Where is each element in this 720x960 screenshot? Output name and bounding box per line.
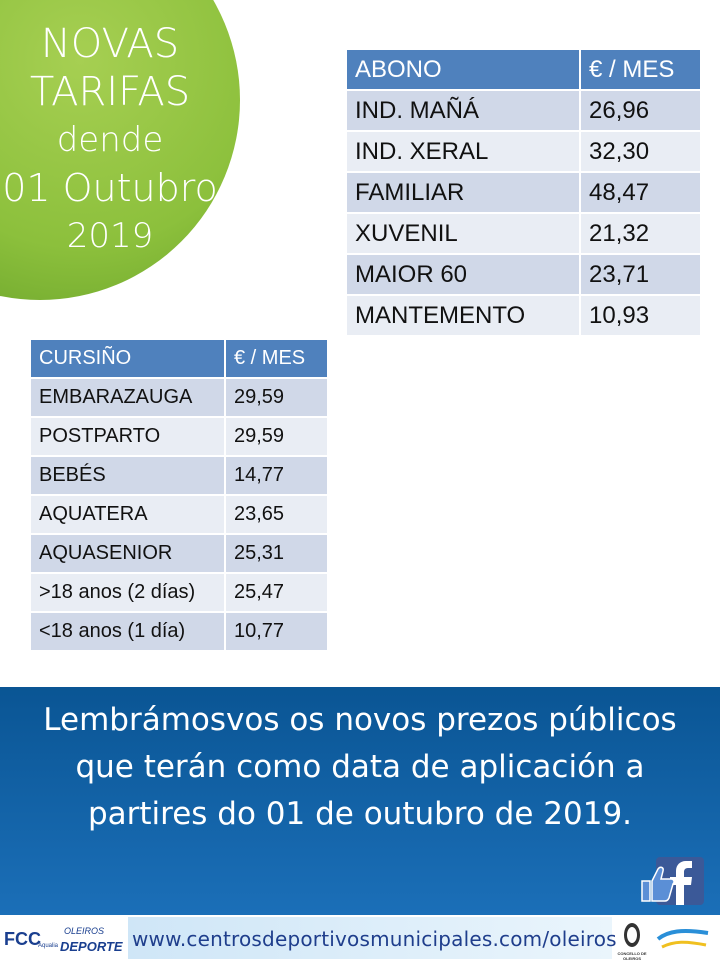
table-cell: EMBARAZAUGA [31, 379, 226, 418]
logo-text: CONCELLO DE OLEIROS [617, 951, 647, 960]
table-cell: >18 anos (2 días) [31, 574, 226, 613]
header-cell: € / MES [226, 340, 329, 379]
table-cell: 26,96 [581, 91, 702, 132]
logo-text: DEPORTE [60, 939, 123, 954]
table-cell: 29,59 [226, 418, 329, 457]
table-cell: 10,93 [581, 296, 702, 337]
footer: www.centrosdeportivosmunicipales.com/ole… [0, 915, 720, 960]
logos [624, 923, 709, 949]
table-row: FAMILIAR 48,47 [347, 173, 702, 214]
table-cell: FAMILIAR [347, 173, 581, 214]
badge-line: 01 Outubro [2, 166, 218, 210]
badge-line: dende [56, 120, 164, 160]
header-row: ABONO € / MES [347, 50, 702, 91]
badge-line: TARIFAS [29, 69, 191, 115]
table-row: <18 anos (1 día) 10,77 [31, 613, 329, 652]
banner-line: partires do 01 de outubro de 2019. [87, 796, 633, 832]
header-cell: € / MES [581, 50, 702, 91]
table-row: XUVENIL 21,32 [347, 214, 702, 255]
cursino-table: CURSIÑO € / MES EMBARAZAUGA 29,59 POSTPARTO 2… [31, 340, 329, 652]
table-row: IND. XERAL 32,30 [347, 132, 702, 173]
logo-text: FCC [4, 929, 41, 949]
header-cell: ABONO [347, 50, 581, 91]
table-cell: MANTEMENTO [347, 296, 581, 337]
banner-line: que terán como data de aplicación a [75, 749, 645, 785]
table-cell: 23,71 [581, 255, 702, 296]
banner-line: Lembrámosvos os novos prezos públicos [43, 702, 677, 738]
abono-table: ABONO € / MES IND. MAÑÁ 26,96 IND. XERAL 32,3… [347, 50, 702, 337]
table-cell: 25,47 [226, 574, 329, 613]
table-row: BEBÉS 14,77 [31, 457, 329, 496]
logo-text: OLEIROS [64, 926, 105, 936]
table-cell: 10,77 [226, 613, 329, 652]
table-row: IND. MAÑÁ 26,96 [347, 91, 702, 132]
banner: Lembrámosvos os novos prezos públicos que… [0, 687, 720, 915]
table-row: POSTPARTO 29,59 [31, 418, 329, 457]
badge-line: NOVAS [40, 21, 180, 67]
table-cell: 14,77 [226, 457, 329, 496]
table-row: AQUASENIOR 25,31 [31, 535, 329, 574]
table-row: EMBARAZAUGA 29,59 [31, 379, 329, 418]
table-cell: 48,47 [581, 173, 702, 214]
table-cell: 29,59 [226, 379, 329, 418]
url-band [128, 917, 612, 959]
badge-line: 2019 [66, 216, 154, 256]
table-cell: XUVENIL [347, 214, 581, 255]
banner-text: Lembrámosvos os novos prezos públicos que… [0, 697, 720, 838]
table-cell: BEBÉS [31, 457, 226, 496]
table-cell: MAIOR 60 [347, 255, 581, 296]
table-cell: <18 anos (1 día) [31, 613, 226, 652]
table-cell: 25,31 [226, 535, 329, 574]
table-row: >18 anos (2 días) 25,47 [31, 574, 329, 613]
table-cell: AQUASENIOR [31, 535, 226, 574]
table-row: MAIOR 60 23,71 [347, 255, 702, 296]
table-cell: IND. MAÑÁ [347, 91, 581, 132]
badge: NOVAS TARIFAS dende 01 Outubro 2019 [0, 20, 220, 260]
table-row: AQUATERA 23,65 [31, 496, 329, 535]
table-cell: 21,32 [581, 214, 702, 255]
table-cell: 32,30 [581, 132, 702, 173]
table-cell: AQUATERA [31, 496, 226, 535]
header-row: CURSIÑO € / MES [31, 340, 329, 379]
header-cell: CURSIÑO [31, 340, 226, 379]
facebook-icon[interactable] [640, 857, 704, 905]
table-cell: IND. XERAL [347, 132, 581, 173]
footer-url[interactable]: www.centrosdeportivosmunicipales.com/ole… [132, 927, 617, 951]
table-cell: 23,65 [226, 496, 329, 535]
table-cell: POSTPARTO [31, 418, 226, 457]
table-row: MANTEMENTO 10,93 [347, 296, 702, 337]
logo-text: Aqualia [38, 943, 59, 949]
